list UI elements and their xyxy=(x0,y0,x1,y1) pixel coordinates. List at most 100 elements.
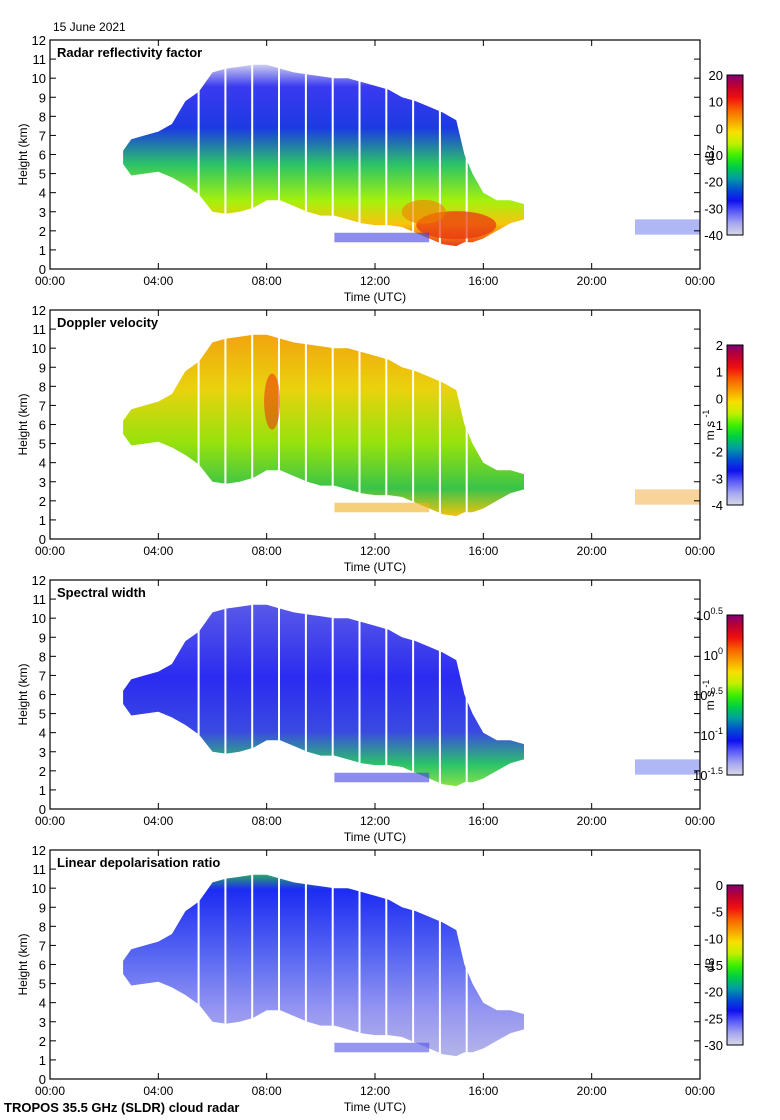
late-echo-patch xyxy=(635,219,700,235)
colorbar-tick-label: 0 xyxy=(716,391,723,406)
y-tick-label: 2 xyxy=(39,224,46,239)
y-tick-label: 3 xyxy=(39,205,46,220)
y-tick-label: 7 xyxy=(39,668,46,683)
low-cloud-layer xyxy=(334,502,430,513)
y-tick-label: 12 xyxy=(32,843,46,858)
y-axis-label: Height (km) xyxy=(16,123,30,185)
data-gap-column xyxy=(304,318,307,539)
y-tick-label: 9 xyxy=(39,90,46,105)
y-tick-label: 0 xyxy=(39,802,46,817)
main-cloud-echo xyxy=(123,874,524,1057)
colorbar-tick-label: -30 xyxy=(704,201,723,216)
data-gap-column xyxy=(304,858,307,1079)
x-tick-label: 08:00 xyxy=(252,1084,282,1098)
colorbar-tick-label: 100.5 xyxy=(696,606,723,623)
panel-title: Spectral width xyxy=(57,585,146,600)
data-gap-column xyxy=(438,858,441,1079)
x-tick-label: 04:00 xyxy=(143,814,173,828)
x-axis-label: Time (UTC) xyxy=(344,560,406,574)
y-axis-label: Height (km) xyxy=(16,933,30,995)
colorbar-tick-label: -30 xyxy=(704,1038,723,1053)
colorbar-tick-label: 1 xyxy=(716,365,723,380)
y-tick-label: 0 xyxy=(39,1072,46,1087)
y-tick-label: 5 xyxy=(39,707,46,722)
y-tick-label: 4 xyxy=(39,996,46,1011)
y-tick-label: 8 xyxy=(39,649,46,664)
data-gap-column xyxy=(385,48,388,269)
colorbar-tick-label: 10-1 xyxy=(701,726,723,743)
y-tick-label: 11 xyxy=(33,322,47,337)
colorbar-tick-label: -10 xyxy=(704,931,723,946)
data-gap-column xyxy=(412,48,415,269)
colorbar-tick-label: -10 xyxy=(704,148,723,163)
x-tick-label: 20:00 xyxy=(577,544,607,558)
x-tick-label: 04:00 xyxy=(143,1084,173,1098)
colorbar xyxy=(726,344,744,506)
y-tick-label: 8 xyxy=(39,109,46,124)
colorbar-tick-label: 100 xyxy=(704,646,723,663)
y-tick-label: 6 xyxy=(39,148,46,163)
y-tick-label: 9 xyxy=(39,360,46,375)
colorbar-tick-label: -15 xyxy=(704,958,723,973)
data-gap-column xyxy=(278,858,280,1079)
data-gap-column xyxy=(358,318,361,539)
data-gap-column xyxy=(331,858,334,1079)
data-gap-column xyxy=(304,588,307,809)
panel-title: Doppler velocity xyxy=(57,315,159,330)
colorbar-tick-label: -1 xyxy=(711,418,723,433)
y-tick-label: 0 xyxy=(39,532,46,547)
late-echo-patch xyxy=(635,489,700,505)
data-gap-column xyxy=(304,48,307,269)
x-tick-label: 12:00 xyxy=(360,814,390,828)
data-gap-column xyxy=(251,48,254,269)
data-gap-column xyxy=(465,858,468,1079)
x-tick-label: 00:00 xyxy=(685,814,715,828)
data-gap-column xyxy=(224,858,227,1079)
x-tick-label: 20:00 xyxy=(577,274,607,288)
colorbar-tick-label: 10-0.5 xyxy=(693,686,723,703)
data-gap-column xyxy=(278,588,280,809)
data-gap-column xyxy=(358,48,361,269)
data-gap-column xyxy=(331,588,334,809)
y-tick-label: 5 xyxy=(39,437,46,452)
data-gap-column xyxy=(278,48,280,269)
data-gap-column xyxy=(197,48,200,269)
data-gap-column xyxy=(358,858,361,1079)
data-gap-column xyxy=(438,588,441,809)
y-tick-label: 7 xyxy=(39,128,46,143)
colorbar-tick-label: -4 xyxy=(711,498,723,513)
instrument-label: TROPOS 35.5 GHz (SLDR) cloud radar xyxy=(4,1100,240,1115)
data-gap-column xyxy=(385,318,388,539)
y-tick-label: 9 xyxy=(39,900,46,915)
low-cloud-layer xyxy=(334,232,430,243)
y-tick-label: 10 xyxy=(32,881,46,896)
x-tick-label: 08:00 xyxy=(252,544,282,558)
colorbar-tick-label: 10-1.5 xyxy=(693,766,723,783)
high-reflectivity-region xyxy=(401,199,446,224)
colorbar-tick-label: 2 xyxy=(716,338,723,353)
x-tick-label: 00:00 xyxy=(685,1084,715,1098)
x-tick-label: 12:00 xyxy=(360,544,390,558)
data-gap-column xyxy=(438,48,441,269)
y-tick-label: 1 xyxy=(39,243,46,258)
y-tick-label: 3 xyxy=(39,475,46,490)
y-tick-label: 6 xyxy=(39,418,46,433)
colorbar-tick-label: 0 xyxy=(716,121,723,136)
y-tick-label: 12 xyxy=(32,33,46,48)
y-tick-label: 3 xyxy=(39,1015,46,1030)
data-gap-column xyxy=(331,318,334,539)
colorbar-tick-label: 20 xyxy=(709,68,723,83)
colorbar-unit-label: dB xyxy=(703,958,717,973)
x-tick-label: 00:00 xyxy=(685,274,715,288)
x-tick-label: 00:00 xyxy=(35,544,65,558)
date-label: 15 June 2021 xyxy=(53,20,126,34)
x-tick-label: 16:00 xyxy=(468,1084,498,1098)
y-tick-label: 6 xyxy=(39,688,46,703)
data-gap-column xyxy=(465,588,468,809)
colorbar-tick-label: -5 xyxy=(711,905,723,920)
x-tick-label: 12:00 xyxy=(360,1084,390,1098)
y-axis-label: Height (km) xyxy=(16,663,30,725)
